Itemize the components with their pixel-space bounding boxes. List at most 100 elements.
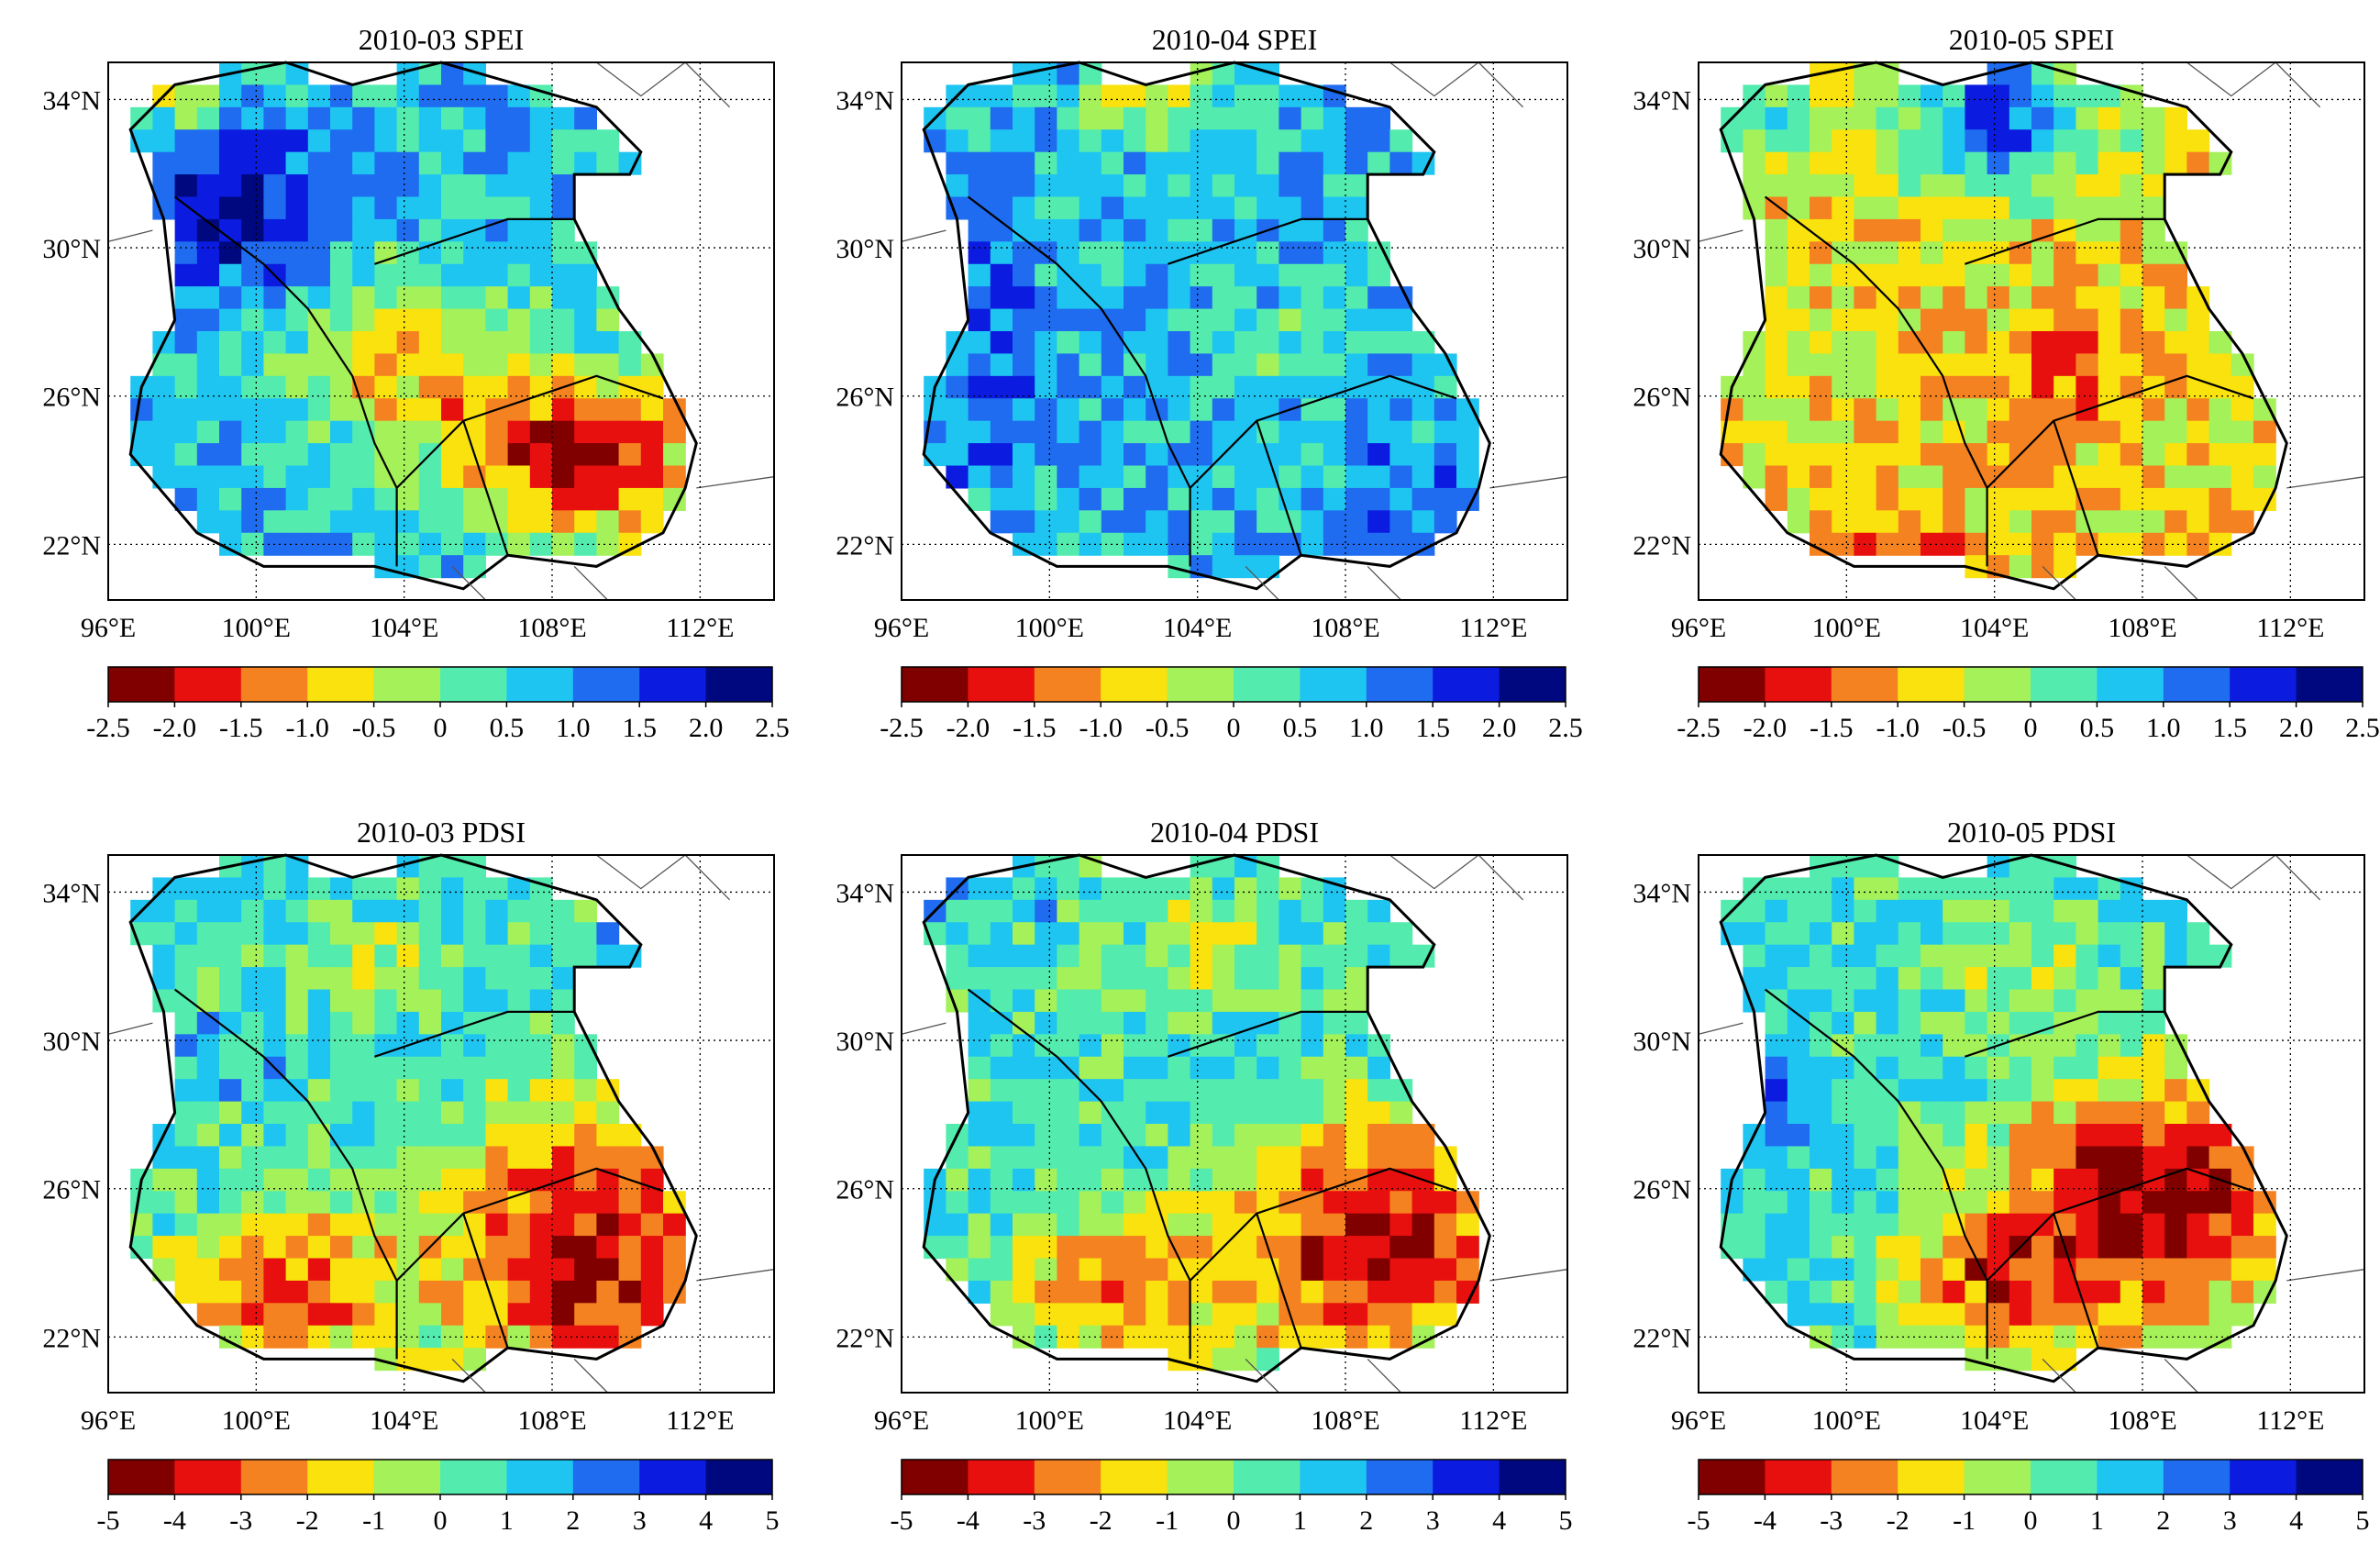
data-cell [1943, 1303, 1965, 1327]
data-cell [463, 1079, 486, 1103]
data-cell [1101, 1303, 1124, 1327]
data-cell [1943, 353, 1965, 377]
data-cell [2098, 1146, 2121, 1170]
data-cell [507, 84, 531, 108]
data-cell [1256, 241, 1279, 265]
data-cell [2120, 1258, 2143, 1282]
data-cell [1301, 877, 1324, 901]
data-cell [441, 1146, 464, 1170]
data-cell [307, 286, 331, 310]
data-cell [1434, 1191, 1457, 1215]
colorbar-label: -1.5 [1013, 713, 1057, 743]
data-cell [263, 375, 287, 399]
data-cell [618, 1236, 642, 1260]
data-cell [1301, 375, 1324, 399]
data-cell [663, 1258, 686, 1282]
data-cell [263, 420, 287, 444]
data-cell [1146, 1011, 1168, 1035]
data-cell [968, 331, 991, 355]
data-cell [263, 1168, 287, 1192]
data-cell [1965, 1236, 1988, 1260]
data-cell [2208, 353, 2232, 377]
data-cell [2231, 1213, 2254, 1237]
data-cell [2031, 944, 2054, 968]
data-cell [596, 420, 620, 444]
data-cell [1810, 308, 1832, 332]
data-cell [263, 922, 287, 946]
data-cell [219, 286, 242, 310]
colorbar-swatch [506, 667, 574, 702]
data-cell [1013, 989, 1035, 1013]
colorbar-label: 0 [1227, 713, 1241, 743]
data-cell [418, 1079, 442, 1103]
data-cell [1345, 1056, 1368, 1080]
data-cell [1234, 84, 1257, 108]
data-cell [352, 532, 375, 556]
data-cell [130, 1236, 153, 1260]
data-cell [1279, 967, 1302, 991]
data-cell [1256, 151, 1279, 175]
data-cell [396, 944, 420, 968]
data-cell [285, 1191, 309, 1215]
data-cell [485, 877, 509, 901]
data-cell [1389, 1146, 1413, 1170]
data-cell [1965, 286, 1988, 310]
data-cell [2031, 877, 2054, 901]
data-cell [1124, 1303, 1146, 1327]
data-cell [574, 263, 597, 287]
data-cell [1832, 989, 1854, 1013]
data-cell [1876, 465, 1899, 489]
data-cell [507, 922, 531, 946]
data-cell [1854, 510, 1877, 534]
colorbar-swatch [902, 1460, 969, 1494]
data-cell [1124, 1079, 1146, 1103]
outside-boundary [2186, 854, 2321, 901]
data-cell [241, 308, 264, 332]
data-cell [1965, 443, 1988, 467]
data-cell [463, 308, 486, 332]
data-cell [1124, 398, 1146, 422]
data-cell [1854, 106, 1877, 130]
data-cell [418, 286, 442, 310]
data-cell [968, 944, 991, 968]
data-cell [1035, 106, 1057, 130]
data-cell [1345, 1124, 1368, 1148]
data-cell [640, 1236, 664, 1260]
data-cell [1234, 487, 1257, 511]
data-cell [1876, 1168, 1899, 1192]
data-cell [1367, 922, 1390, 946]
data-cell [1124, 1258, 1146, 1282]
data-cell [2009, 1303, 2032, 1327]
x-tick-label: 96°E [874, 1405, 929, 1436]
data-cell [1190, 1101, 1213, 1125]
data-cell [1810, 967, 1832, 991]
data-cell [1212, 106, 1235, 130]
data-cell [1810, 944, 1832, 968]
data-cell [1965, 1079, 1988, 1103]
data-cell [374, 967, 398, 991]
data-cell [2076, 1124, 2099, 1148]
data-cell [1079, 331, 1102, 355]
data-cell [1168, 398, 1191, 422]
data-cell [374, 1191, 398, 1215]
data-cell [529, 151, 553, 175]
data-cells [130, 62, 686, 579]
data-cell [1124, 84, 1146, 108]
data-cell [2053, 967, 2076, 991]
data-cell [196, 443, 220, 467]
data-cell [990, 263, 1013, 287]
data-cell [2186, 308, 2210, 332]
data-cell [418, 510, 442, 534]
data-cell [330, 1034, 353, 1058]
data-cell [2120, 1011, 2143, 1035]
data-cell [1256, 1168, 1279, 1192]
data-cell [1876, 487, 1899, 511]
data-cell [485, 1079, 509, 1103]
y-tick-label: 26°N [1633, 1175, 1691, 1205]
colorbar-swatch [1898, 1460, 1965, 1494]
data-cell [1168, 196, 1191, 220]
colorbar-label: 1.0 [2146, 713, 2181, 743]
data-cell [2053, 84, 2076, 108]
data-cell [507, 989, 531, 1013]
data-cell [1323, 1236, 1346, 1260]
